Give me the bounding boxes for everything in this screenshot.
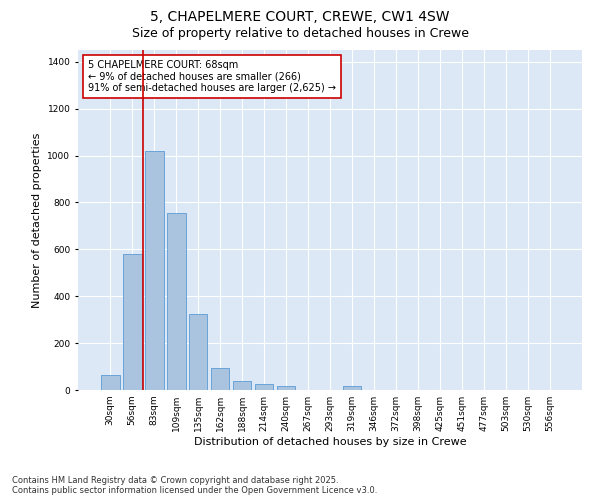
- Bar: [189, 314, 208, 390]
- Text: 5 CHAPELMERE COURT: 68sqm
← 9% of detached houses are smaller (266)
91% of semi-: 5 CHAPELMERE COURT: 68sqm ← 9% of detach…: [88, 60, 336, 94]
- Bar: [233, 381, 251, 390]
- Text: Contains HM Land Registry data © Crown copyright and database right 2025.
Contai: Contains HM Land Registry data © Crown c…: [12, 476, 377, 495]
- X-axis label: Distribution of detached houses by size in Crewe: Distribution of detached houses by size …: [194, 437, 466, 447]
- Bar: [343, 386, 361, 390]
- Bar: [167, 213, 185, 390]
- Bar: [211, 368, 229, 390]
- Text: Size of property relative to detached houses in Crewe: Size of property relative to detached ho…: [131, 28, 469, 40]
- Bar: [255, 384, 274, 390]
- Bar: [145, 151, 164, 390]
- Bar: [101, 375, 119, 390]
- Text: 5, CHAPELMERE COURT, CREWE, CW1 4SW: 5, CHAPELMERE COURT, CREWE, CW1 4SW: [150, 10, 450, 24]
- Y-axis label: Number of detached properties: Number of detached properties: [32, 132, 42, 308]
- Bar: [123, 254, 142, 390]
- Bar: [277, 386, 295, 390]
